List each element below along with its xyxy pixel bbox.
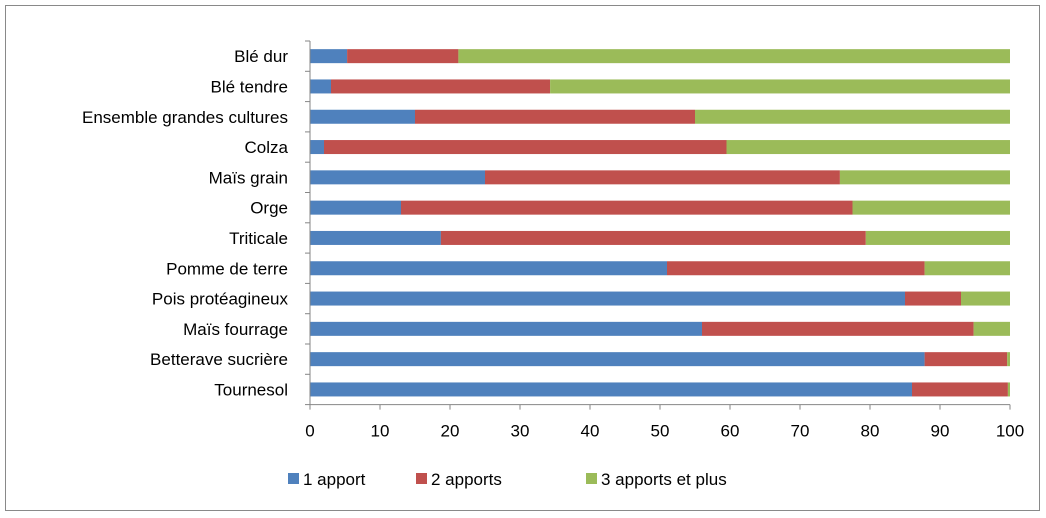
legend-label: 1 apport bbox=[303, 470, 366, 489]
bar-segment bbox=[839, 170, 1010, 185]
bar-segment bbox=[726, 140, 1010, 155]
legend-label: 2 apports bbox=[431, 470, 502, 489]
category-label: Blé tendre bbox=[211, 77, 289, 96]
bar-segment bbox=[310, 352, 925, 367]
category-label: Triticale bbox=[229, 229, 288, 248]
bar-segment bbox=[310, 261, 667, 276]
x-tick-label: 0 bbox=[305, 422, 314, 441]
bar-segment bbox=[1007, 352, 1010, 367]
bars-layer bbox=[310, 49, 1010, 397]
bar-segment bbox=[401, 200, 853, 215]
x-tick-label: 50 bbox=[651, 422, 670, 441]
bar-segment bbox=[865, 230, 1010, 245]
x-tick-label: 70 bbox=[791, 422, 810, 441]
x-tick-label: 60 bbox=[721, 422, 740, 441]
bar-segment bbox=[440, 230, 866, 245]
bar-segment bbox=[485, 170, 840, 185]
category-label: Maïs grain bbox=[209, 168, 288, 187]
bar-segment bbox=[695, 109, 1010, 124]
bar-segment bbox=[905, 291, 961, 306]
axes bbox=[305, 40, 1011, 410]
category-label: Betterave sucrière bbox=[150, 350, 288, 369]
bar-segment bbox=[973, 321, 1010, 336]
bar-segment bbox=[458, 49, 1010, 64]
category-label: Blé dur bbox=[234, 47, 288, 66]
bar-segment bbox=[310, 321, 702, 336]
bar-segment bbox=[310, 109, 415, 124]
bar-segment bbox=[310, 230, 441, 245]
x-tick-label: 90 bbox=[931, 422, 950, 441]
x-tick-label: 20 bbox=[441, 422, 460, 441]
x-tick-label: 40 bbox=[581, 422, 600, 441]
legend: 1 apport 2 apports 3 apports et plus bbox=[288, 470, 727, 489]
bar-segment bbox=[331, 79, 551, 94]
bar-segment bbox=[702, 321, 974, 336]
bar-segment bbox=[912, 382, 1008, 397]
category-label: Ensemble grandes cultures bbox=[82, 108, 288, 127]
x-tick-labels: 0 10 20 30 40 50 60 70 80 90 100 bbox=[305, 422, 1024, 441]
bar-segment bbox=[852, 200, 1010, 215]
bar-segment bbox=[961, 291, 1010, 306]
bar-segment bbox=[310, 170, 485, 185]
stacked-bar-chart: Blé dur Blé tendre Ensemble grandes cultur… bbox=[82, 40, 1024, 489]
bar-segment bbox=[324, 140, 727, 155]
bar-segment bbox=[415, 109, 695, 124]
legend-label: 3 apports et plus bbox=[601, 470, 727, 489]
x-tick-label: 100 bbox=[996, 422, 1024, 441]
chart-frame: Blé dur Blé tendre Ensemble grandes cultur… bbox=[5, 5, 1040, 511]
bar-segment bbox=[924, 261, 1010, 276]
bar-segment bbox=[310, 79, 331, 94]
category-labels: Blé dur Blé tendre Ensemble grandes cultur… bbox=[82, 47, 289, 399]
legend-swatch bbox=[288, 473, 299, 484]
category-label: Maïs fourrage bbox=[183, 320, 288, 339]
bar-segment bbox=[1007, 382, 1010, 397]
x-tick-label: 10 bbox=[371, 422, 390, 441]
category-label: Colza bbox=[245, 138, 289, 157]
category-label: Tournesol bbox=[214, 380, 288, 399]
x-tick-label: 80 bbox=[861, 422, 880, 441]
bar-segment bbox=[310, 49, 348, 64]
bar-segment bbox=[924, 352, 1008, 367]
bar-segment bbox=[667, 261, 925, 276]
bar-segment bbox=[347, 49, 459, 64]
category-label: Pois protéagineux bbox=[152, 290, 289, 309]
bar-segment bbox=[310, 382, 912, 397]
category-label: Orge bbox=[250, 199, 288, 218]
bar-segment bbox=[310, 140, 324, 155]
legend-swatch bbox=[416, 473, 427, 484]
category-label: Pomme de terre bbox=[166, 259, 288, 278]
x-tick-label: 30 bbox=[511, 422, 530, 441]
bar-segment bbox=[310, 291, 905, 306]
bar-segment bbox=[550, 79, 1010, 94]
legend-swatch bbox=[586, 473, 597, 484]
bar-segment bbox=[310, 200, 401, 215]
